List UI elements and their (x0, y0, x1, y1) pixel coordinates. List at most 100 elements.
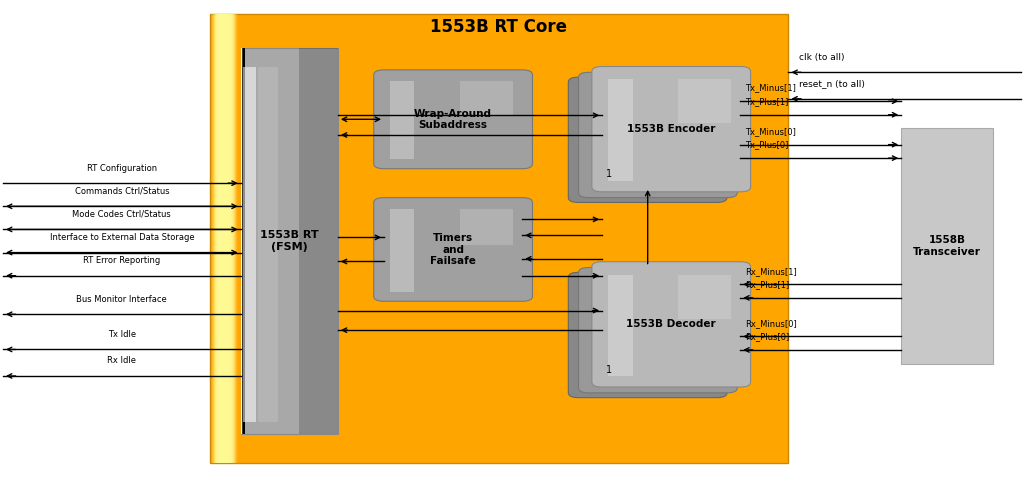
Bar (221, 14, 236, 463)
Bar (214, 14, 229, 463)
Bar (216, 14, 230, 463)
Text: Wrap-Around
Subaddress: Wrap-Around Subaddress (414, 109, 493, 130)
Bar (210, 14, 225, 463)
Bar (213, 14, 227, 463)
Text: 1: 1 (606, 364, 612, 375)
Bar (223, 14, 238, 463)
Bar (901, 128, 993, 364)
Bar (220, 14, 234, 463)
Bar (219, 14, 233, 463)
Text: Rx_Plus[0]: Rx_Plus[0] (745, 332, 790, 341)
Bar (219, 14, 233, 463)
Bar (218, 14, 232, 463)
Bar (299, 48, 338, 434)
Bar (665, 85, 718, 129)
Bar (223, 14, 238, 463)
Bar (221, 14, 236, 463)
Bar (219, 14, 234, 463)
Bar (243, 48, 245, 434)
Bar (678, 80, 731, 123)
Bar (215, 14, 229, 463)
Bar (212, 14, 226, 463)
Bar (212, 14, 226, 463)
Text: Tx_Minus[1]: Tx_Minus[1] (745, 83, 797, 93)
Bar (243, 48, 245, 434)
Bar (665, 281, 718, 324)
Bar (219, 14, 233, 463)
Bar (654, 90, 708, 134)
Bar (258, 67, 278, 422)
Bar (460, 209, 513, 245)
Bar (224, 14, 239, 463)
Bar (242, 48, 245, 434)
Bar (212, 14, 226, 463)
Bar (607, 80, 633, 181)
FancyBboxPatch shape (579, 72, 737, 198)
Bar (241, 48, 244, 434)
Bar (242, 48, 245, 434)
Bar (214, 14, 228, 463)
Text: clk (to all): clk (to all) (799, 53, 844, 62)
FancyBboxPatch shape (592, 67, 751, 192)
Bar (584, 90, 609, 192)
Text: Interface to External Data Storage: Interface to External Data Storage (49, 233, 195, 242)
Bar (242, 48, 244, 434)
Bar (243, 48, 245, 434)
Bar (242, 48, 244, 434)
Bar (211, 14, 226, 463)
Bar (594, 281, 620, 382)
Bar (678, 275, 731, 319)
Text: reset_n (to all): reset_n (to all) (799, 79, 864, 88)
Bar (243, 48, 246, 434)
Bar (243, 48, 246, 434)
Bar (243, 48, 245, 434)
Bar (594, 85, 620, 187)
Text: 1553B RT
(FSM): 1553B RT (FSM) (260, 230, 318, 252)
Bar (243, 67, 256, 422)
Bar (220, 14, 234, 463)
Bar (214, 14, 228, 463)
Bar (241, 48, 243, 434)
Bar (222, 14, 237, 463)
Text: Rx_Minus[0]: Rx_Minus[0] (745, 319, 798, 328)
Bar (213, 14, 227, 463)
FancyBboxPatch shape (374, 70, 532, 169)
Text: RT Error Reporting: RT Error Reporting (83, 256, 161, 265)
Bar (243, 48, 246, 434)
Bar (217, 14, 231, 463)
Bar (220, 14, 234, 463)
Bar (243, 48, 245, 434)
Bar (217, 14, 231, 463)
Text: Timers
and
Failsafe: Timers and Failsafe (430, 233, 476, 266)
Bar (214, 14, 228, 463)
Bar (243, 48, 245, 434)
Bar (241, 48, 243, 434)
Bar (213, 14, 227, 463)
Text: Bus Monitor Interface: Bus Monitor Interface (77, 295, 167, 304)
FancyBboxPatch shape (568, 272, 727, 398)
Bar (241, 48, 244, 434)
Bar (211, 14, 225, 463)
Bar (215, 14, 229, 463)
Bar (607, 275, 633, 376)
Bar (222, 14, 237, 463)
Bar (218, 14, 233, 463)
Bar (241, 48, 244, 434)
Bar (224, 14, 239, 463)
Bar (210, 14, 224, 463)
Bar (217, 14, 231, 463)
Bar (242, 48, 245, 434)
Text: Tx_Plus[1]: Tx_Plus[1] (745, 97, 788, 106)
Text: 1553B RT Core: 1553B RT Core (430, 17, 567, 36)
Bar (223, 14, 238, 463)
Bar (242, 48, 245, 434)
Bar (654, 285, 708, 329)
Bar (242, 48, 245, 434)
Bar (460, 81, 513, 115)
Bar (216, 14, 230, 463)
Bar (389, 209, 415, 292)
Text: RT Configuration: RT Configuration (87, 163, 157, 173)
Bar (210, 14, 788, 463)
Text: Tx_Minus[0]: Tx_Minus[0] (745, 127, 797, 136)
FancyBboxPatch shape (579, 268, 737, 393)
